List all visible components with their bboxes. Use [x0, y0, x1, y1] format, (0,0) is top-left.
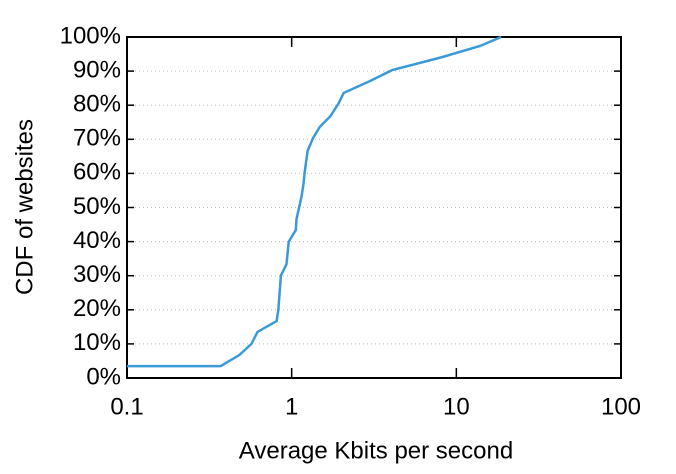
y-tick-label: 70%	[73, 125, 121, 152]
y-axis-label: CDF of websites	[11, 119, 38, 295]
plot-frame	[126, 36, 622, 379]
y-tick-label: 0%	[86, 363, 121, 390]
y-tick-label: 40%	[73, 227, 121, 254]
data-line	[127, 35, 502, 368]
y-tick-label: 60%	[73, 159, 121, 186]
y-tick-label: 10%	[73, 329, 121, 356]
y-tick-label: 100%	[60, 22, 121, 49]
y-tick-label: 20%	[73, 295, 121, 322]
x-tick-label: 0.1	[110, 393, 143, 420]
x-tick-label: 100	[601, 393, 641, 420]
x-axis-label: Average Kbits per second	[239, 437, 513, 464]
x-tick-label: 1	[285, 393, 298, 420]
y-tick-label: 50%	[73, 193, 121, 220]
y-tick-label: 30%	[73, 261, 121, 288]
y-tick-label: 80%	[73, 91, 121, 118]
x-tick-label: 10	[443, 393, 470, 420]
y-tick-label: 90%	[73, 56, 121, 83]
